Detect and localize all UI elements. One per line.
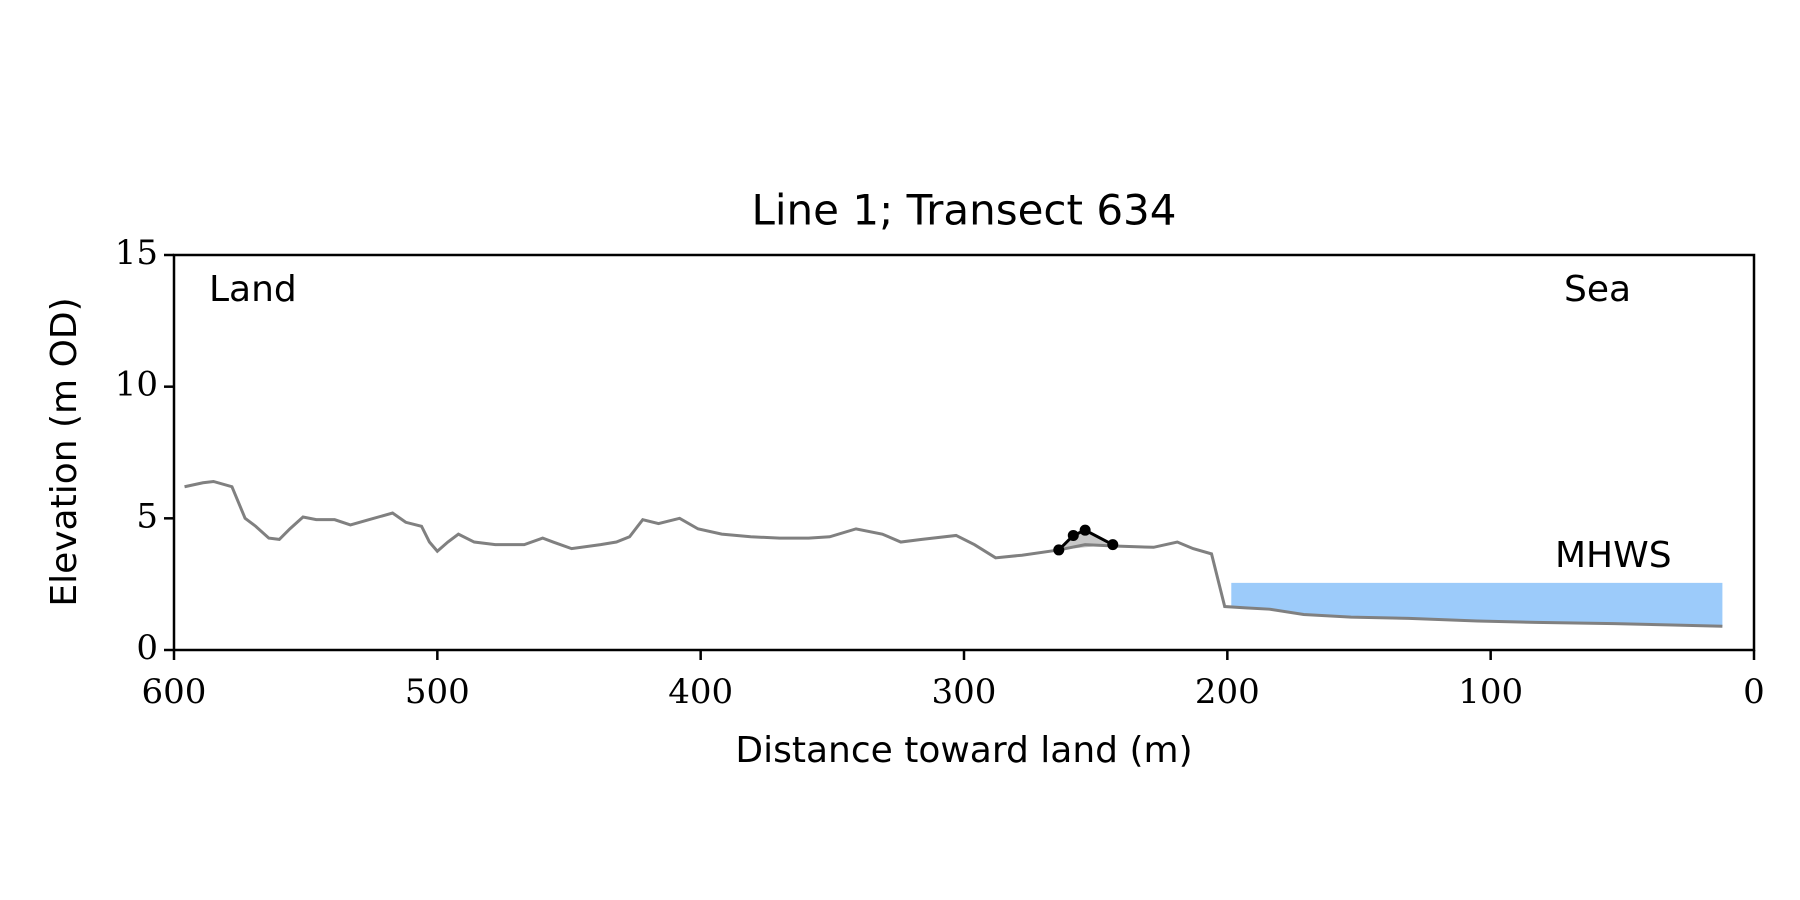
x-tick-label: 100: [1458, 672, 1523, 712]
y-tick-label: 15: [115, 233, 158, 273]
mhws-area: [1231, 582, 1723, 627]
dune-point: [1053, 544, 1065, 556]
dune-point: [1107, 539, 1119, 551]
dune-line: [1057, 528, 1114, 551]
dune-point: [1079, 524, 1091, 536]
x-tick-label: 500: [405, 672, 470, 712]
y-tick-label: 10: [115, 365, 158, 405]
x-tick-label: 300: [932, 672, 997, 712]
y-tick-label: 5: [136, 496, 158, 536]
x-tick-label: 400: [668, 672, 733, 712]
annotation: Sea: [1564, 269, 1631, 310]
y-axis-label: Elevation (m OD): [44, 297, 85, 606]
x-tick-label: 600: [142, 672, 207, 712]
annotation: Land: [209, 269, 297, 310]
y-tick-label: 0: [136, 628, 158, 668]
x-tick-label: 200: [1195, 672, 1260, 712]
x-axis-label: Distance toward land (m): [735, 730, 1192, 771]
dune-point: [1067, 529, 1079, 541]
chart-title: Line 1; Transect 634: [751, 186, 1176, 235]
x-tick-label: 0: [1743, 672, 1765, 712]
profile-line: [184, 479, 1723, 628]
mhws-label: MHWS: [1555, 535, 1672, 576]
